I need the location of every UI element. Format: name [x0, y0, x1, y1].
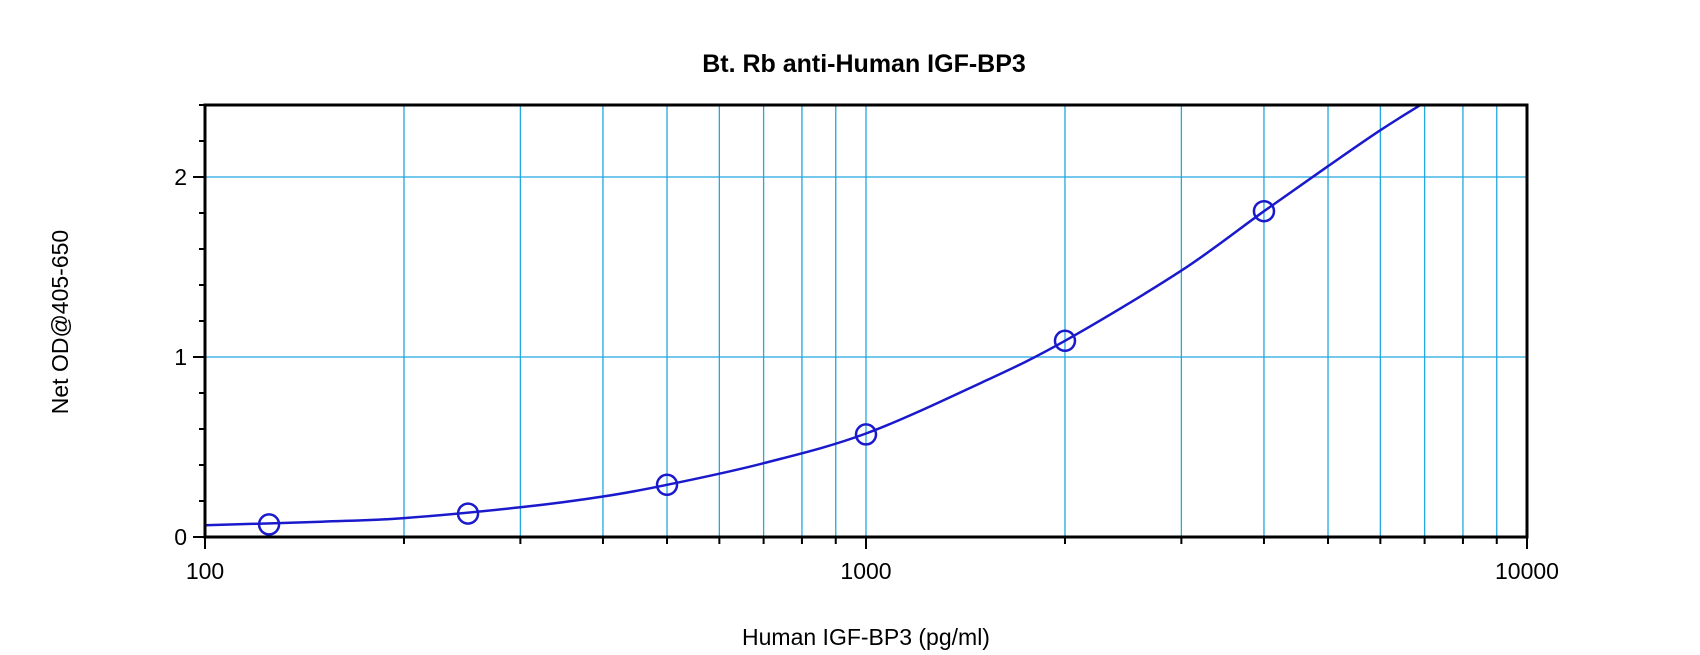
fit-curve-line [204, 103, 1422, 527]
axis-ticks [193, 104, 1528, 549]
tick-labels: 100 1000 10000 0 1 2 [174, 164, 1559, 584]
x-tick-label: 100 [186, 558, 224, 584]
data-point [1252, 199, 1276, 223]
data-point [456, 502, 480, 525]
data-points-layer [257, 199, 1276, 536]
data-point [1053, 329, 1077, 353]
x-axis-label: Human IGF-BP3 (pg/ml) [742, 624, 990, 650]
chart-title: Bt. Rb anti-Human IGF-BP3 [702, 50, 1026, 78]
data-point [655, 473, 679, 497]
y-axis-label: Net OD@405-650 [47, 230, 73, 414]
y-tick-label: 0 [174, 524, 187, 550]
grid [205, 105, 1527, 537]
fit-curve-layer [204, 103, 1422, 527]
y-tick-label: 2 [174, 164, 187, 190]
x-tick-label: 1000 [840, 558, 891, 584]
data-point [257, 513, 281, 536]
y-tick-label: 1 [174, 344, 187, 370]
data-point [854, 423, 878, 446]
x-tick-label: 10000 [1495, 558, 1559, 584]
